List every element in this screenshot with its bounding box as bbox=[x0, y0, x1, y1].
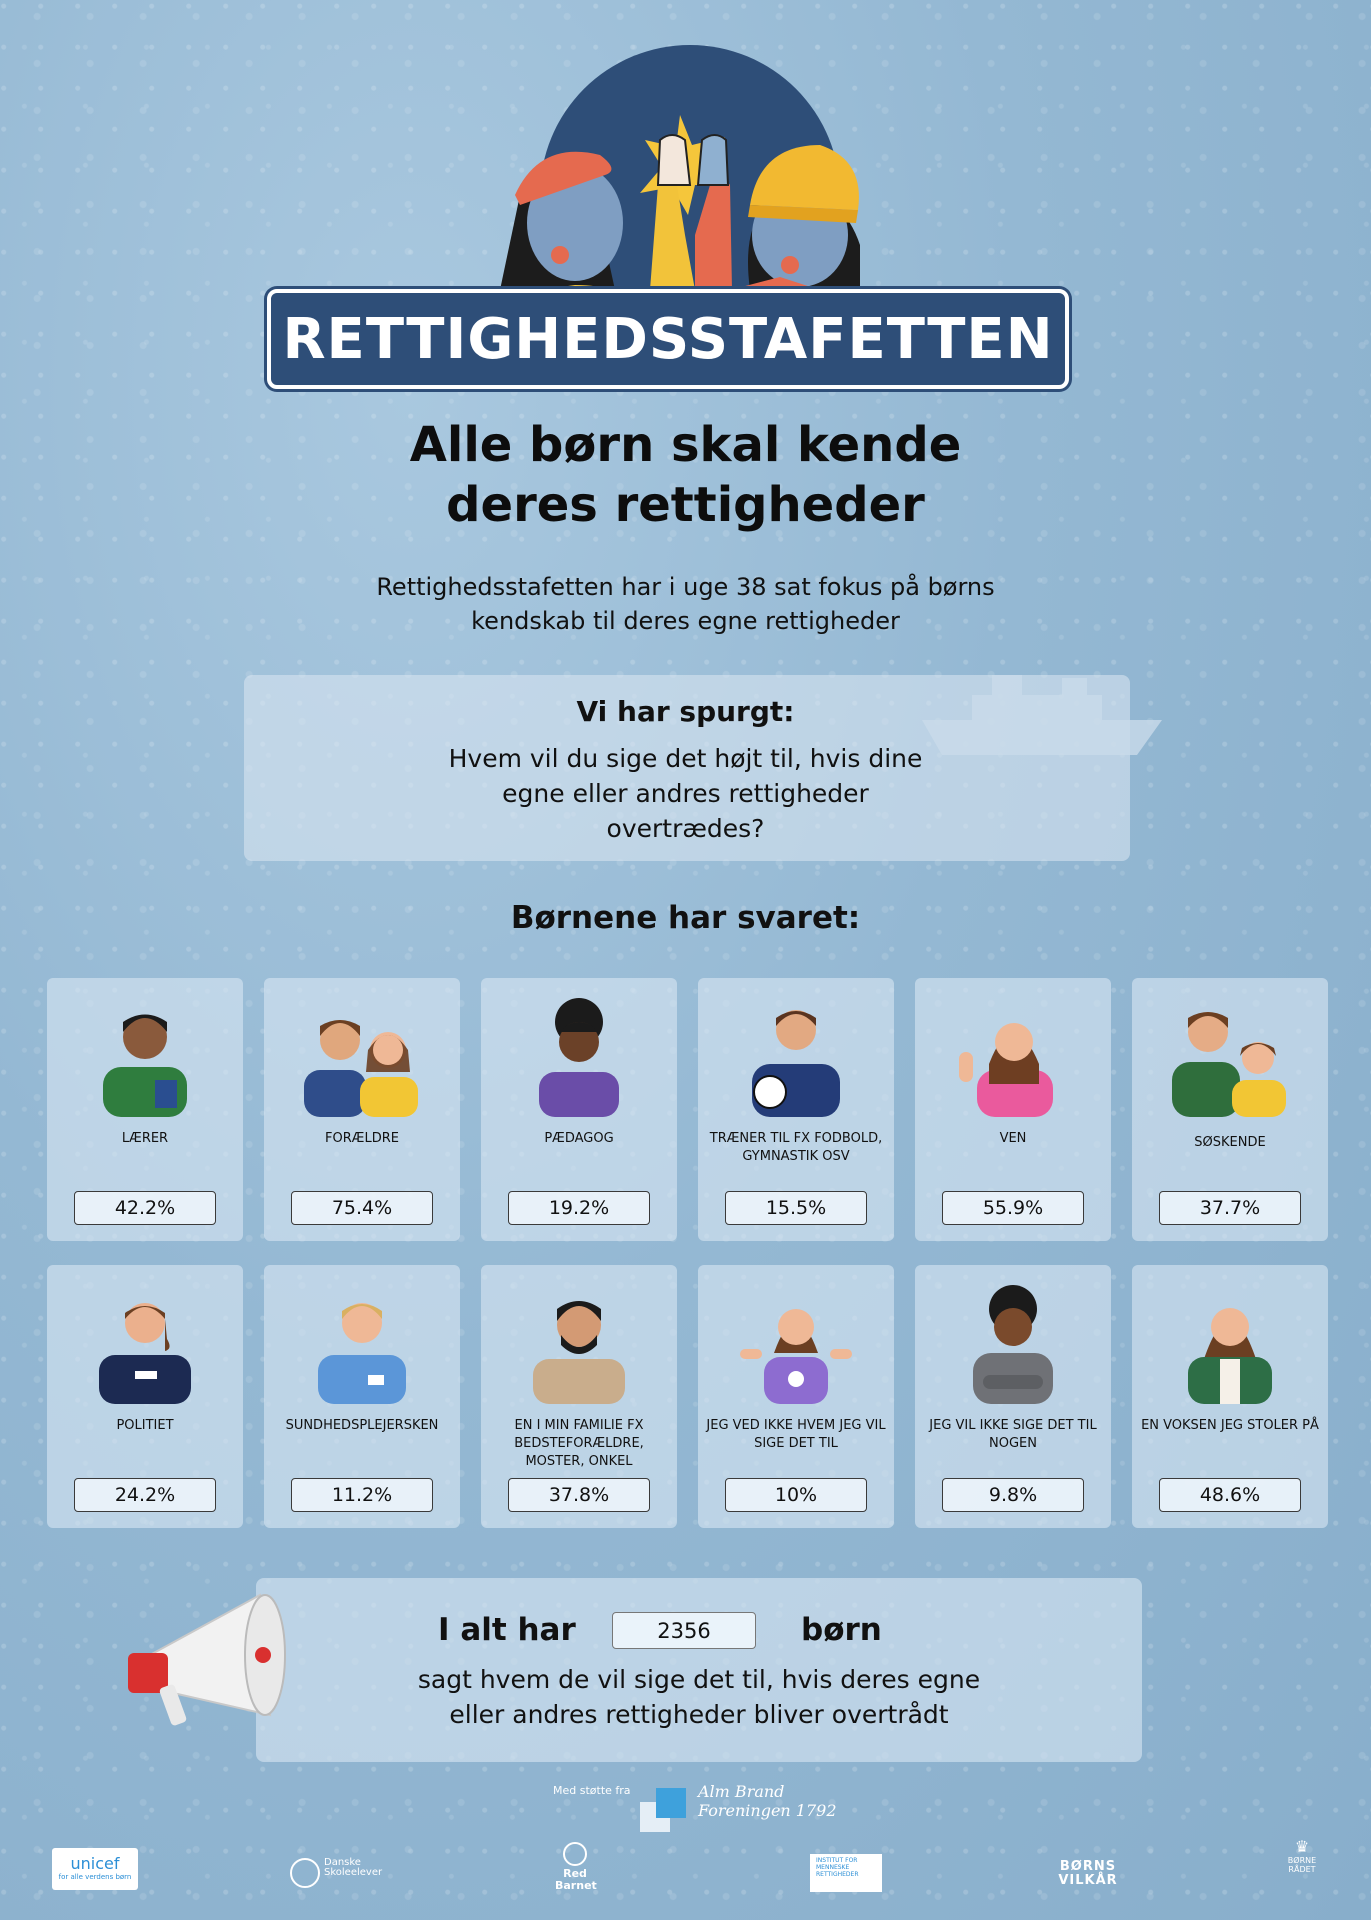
question-line-3: overtrædes? bbox=[606, 814, 765, 843]
bornerad-line-2: RÅDET bbox=[1288, 1865, 1316, 1874]
answer-card-laerer: LÆRER 42.2% bbox=[47, 978, 243, 1241]
answer-label: JEG VIL IKKE SIGE DET TIL NOGEN bbox=[929, 1418, 1097, 1451]
total-line-1: sagt hvem de vil sige det til, hvis dere… bbox=[417, 1665, 981, 1694]
answer-percentage: 37.8% bbox=[508, 1478, 650, 1512]
subtitle-line-1: Rettighedsstafetten har i uge 38 sat fok… bbox=[376, 573, 995, 601]
question-line-2: egne eller andres rettigheder bbox=[502, 779, 869, 808]
total-line-2: eller andres rettigheder bliver overtråd… bbox=[449, 1700, 949, 1729]
answer-card-sundhedsplejersken: SUNDHEDSPLEJERSKEN 11.2% bbox=[264, 1265, 460, 1528]
skoleelever-line-1: Danske bbox=[324, 1857, 361, 1868]
support-text: Med støtte fra bbox=[553, 1784, 631, 1797]
total-row: I alt har 2356 børn bbox=[256, 1612, 1142, 1656]
danske-skoleelever-logo: Danske Skoleelever bbox=[290, 1858, 390, 1888]
question-line-1: Hvem vil du sige det højt til, hvis dine bbox=[448, 744, 923, 773]
answers-title: Børnene har svaret: bbox=[510, 900, 861, 936]
question-title: Vi har spurgt: bbox=[576, 695, 795, 728]
borns-vilkar-logo: BØRNS VILKÅR bbox=[1055, 1860, 1121, 1888]
educator-icon bbox=[539, 998, 619, 1117]
answer-label: SØSKENDE bbox=[1194, 1135, 1266, 1150]
answer-card-vil-ikke: JEG VIL IKKE SIGE DET TIL NOGEN 9.8% bbox=[915, 1265, 1111, 1528]
total-suffix: børn bbox=[801, 1612, 882, 1648]
institut-line-1: INSTITUT FOR bbox=[816, 1857, 858, 1864]
redbarnet-line-1: Red bbox=[563, 1867, 587, 1880]
answer-percentage: 11.2% bbox=[291, 1478, 433, 1512]
answer-percentage: 37.7% bbox=[1159, 1191, 1301, 1225]
family-member-icon bbox=[533, 1301, 625, 1404]
coach-icon bbox=[752, 1010, 840, 1117]
answer-card-soskende: SØSKENDE 37.7% bbox=[1132, 978, 1328, 1241]
subtitle-line-2: kendskab til deres egne rettigheder bbox=[471, 607, 900, 635]
answer-percentage: 48.6% bbox=[1159, 1478, 1301, 1512]
headline-line-2: deres rettigheder bbox=[446, 477, 925, 533]
answer-card-politiet: POLITIET 24.2% bbox=[47, 1265, 243, 1528]
institut-line-2: MENNESKE bbox=[816, 1864, 850, 1871]
answer-label: POLITIET bbox=[116, 1418, 174, 1433]
nurse-icon bbox=[318, 1303, 406, 1404]
bornerad-line-1: BØRNE bbox=[1287, 1856, 1317, 1865]
answer-card-foraeldre: FORÆLDRE 75.4% bbox=[264, 978, 460, 1241]
answer-percentage: 55.9% bbox=[942, 1191, 1084, 1225]
answer-card-ven: VEN 55.9% bbox=[915, 978, 1111, 1241]
answer-label: EN VOKSEN JEG STOLER PÅ bbox=[1141, 1418, 1319, 1433]
police-icon bbox=[99, 1303, 191, 1404]
answer-label: VEN bbox=[999, 1131, 1027, 1146]
answer-label: SUNDHEDSPLEJERSKEN bbox=[285, 1418, 439, 1433]
answer-label: JEG VED IKKE HVEM JEG VIL SIGE DET TIL bbox=[706, 1418, 886, 1451]
answer-card-ved-ikke: JEG VED IKKE HVEM JEG VIL SIGE DET TIL 1… bbox=[698, 1265, 894, 1528]
answer-label: TRÆNER TIL FX FODBOLD, GYMNASTIK OSV bbox=[709, 1131, 883, 1164]
ship-icon bbox=[922, 675, 1162, 755]
answer-percentage: 10% bbox=[725, 1478, 867, 1512]
redbarnet-line-2: Barnet bbox=[555, 1879, 597, 1892]
answer-percentage: 19.2% bbox=[508, 1191, 650, 1225]
answers-grid: LÆRER 42.2% FORÆLDRE 75.4% PÆDAGOG 19.2%… bbox=[47, 978, 1329, 1528]
total-panel: I alt har 2356 børn sagt hvem de vil sig… bbox=[256, 1578, 1142, 1762]
answer-percentage: 42.2% bbox=[74, 1191, 216, 1225]
banner-title: RETTIGHEDSSTAFETTEN bbox=[282, 306, 1054, 372]
sponsor-name-line-1: Alm Brand bbox=[698, 1782, 785, 1801]
megaphone-icon bbox=[128, 1593, 286, 1726]
sponsor-logo-mark bbox=[640, 1788, 686, 1832]
answer-card-voksen: EN VOKSEN JEG STOLER PÅ 48.6% bbox=[1132, 1265, 1328, 1528]
answer-card-familie: EN I MIN FAMILIE FX BEDSTEFORÆLDRE, MOST… bbox=[481, 1265, 677, 1528]
answer-card-traener: TRÆNER TIL FX FODBOLD, GYMNASTIK OSV 15.… bbox=[698, 978, 894, 1241]
answer-label: LÆRER bbox=[121, 1131, 169, 1146]
unsure-child-icon bbox=[740, 1309, 852, 1404]
answer-percentage: 9.8% bbox=[942, 1478, 1084, 1512]
parents-icon bbox=[304, 1020, 418, 1117]
friend-icon bbox=[959, 1023, 1053, 1117]
silent-child-icon bbox=[973, 1285, 1053, 1404]
title-banner: RETTIGHEDSSTAFETTEN bbox=[267, 289, 1069, 389]
trusted-adult-icon bbox=[1188, 1308, 1272, 1404]
bornsvilkar-line-2: VILKÅR bbox=[1058, 1873, 1118, 1888]
crown-icon: ♛ bbox=[1294, 1837, 1310, 1856]
bornsvilkar-line-1: BØRNS bbox=[1059, 1859, 1117, 1874]
unicef-wordmark: unicef bbox=[70, 1854, 120, 1873]
answer-percentage: 15.5% bbox=[725, 1191, 867, 1225]
red-barnet-logo: Red Barnet bbox=[555, 1842, 597, 1892]
total-count: 2356 bbox=[612, 1612, 756, 1649]
answer-card-paedagog: PÆDAGOG 19.2% bbox=[481, 978, 677, 1241]
answer-label: PÆDAGOG bbox=[544, 1131, 614, 1146]
teacher-icon bbox=[103, 1014, 187, 1117]
answer-percentage: 75.4% bbox=[291, 1191, 433, 1225]
headline-line-1: Alle børn skal kende bbox=[409, 417, 962, 473]
high-five-illustration bbox=[500, 45, 860, 290]
answer-label: EN I MIN FAMILIE FX BEDSTEFORÆLDRE, MOST… bbox=[514, 1418, 644, 1469]
total-prefix: I alt har bbox=[438, 1612, 576, 1648]
unicef-tagline: for alle verdens børn bbox=[58, 1873, 132, 1881]
answer-percentage: 24.2% bbox=[74, 1478, 216, 1512]
unicef-logo: unicef for alle verdens børn bbox=[52, 1848, 138, 1890]
sponsor-name-line-2: Foreningen 1792 bbox=[698, 1801, 837, 1820]
sponsor-logo: Alm Brand Foreningen 1792 bbox=[640, 1782, 840, 1834]
borneradet-logo: ♛ BØRNE RÅDET bbox=[1282, 1837, 1322, 1875]
institut-logo: INSTITUT FOR MENNESKE RETTIGHEDER bbox=[810, 1854, 882, 1892]
answer-label: FORÆLDRE bbox=[325, 1131, 399, 1146]
siblings-icon bbox=[1172, 1012, 1286, 1117]
skoleelever-line-2: Skoleelever bbox=[324, 1867, 383, 1878]
institut-line-3: RETTIGHEDER bbox=[816, 1871, 859, 1878]
